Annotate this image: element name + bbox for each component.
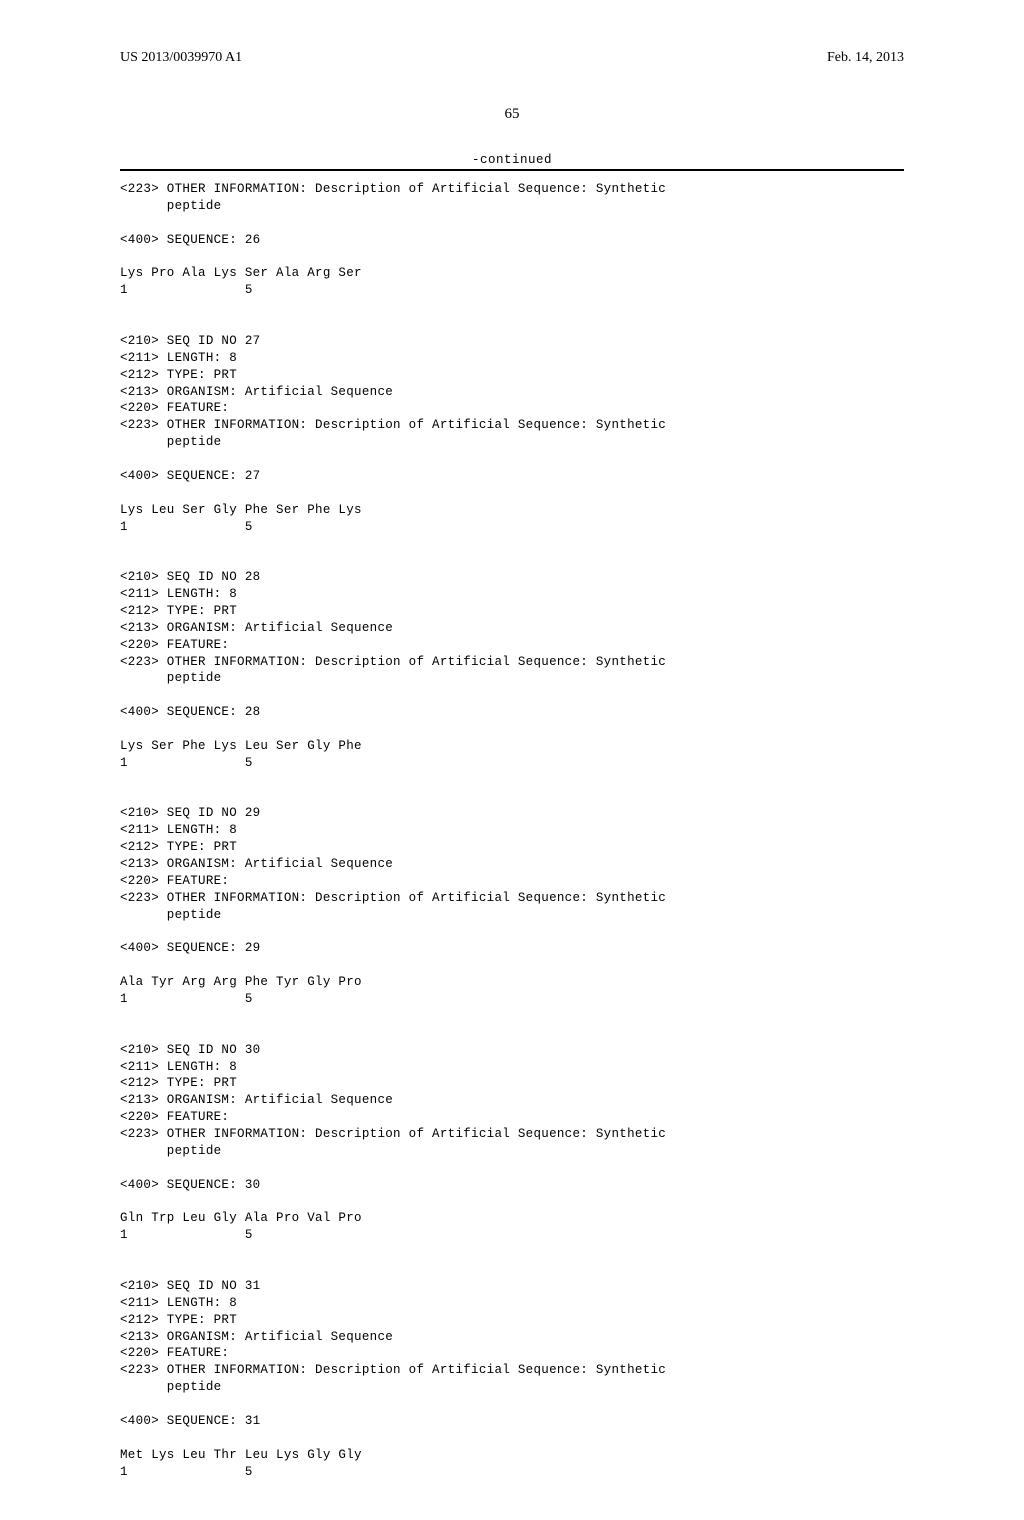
section-rule — [120, 169, 904, 171]
publication-number: US 2013/0039970 A1 — [120, 50, 242, 66]
page-container: US 2013/0039970 A1 Feb. 14, 2013 65 -con… — [0, 0, 1024, 1520]
page-header: US 2013/0039970 A1 Feb. 14, 2013 — [120, 50, 904, 66]
publication-date: Feb. 14, 2013 — [827, 50, 904, 66]
page-number: 65 — [120, 106, 904, 123]
sequence-listing: <223> OTHER INFORMATION: Description of … — [120, 181, 904, 1480]
continued-label: -continued — [120, 153, 904, 167]
